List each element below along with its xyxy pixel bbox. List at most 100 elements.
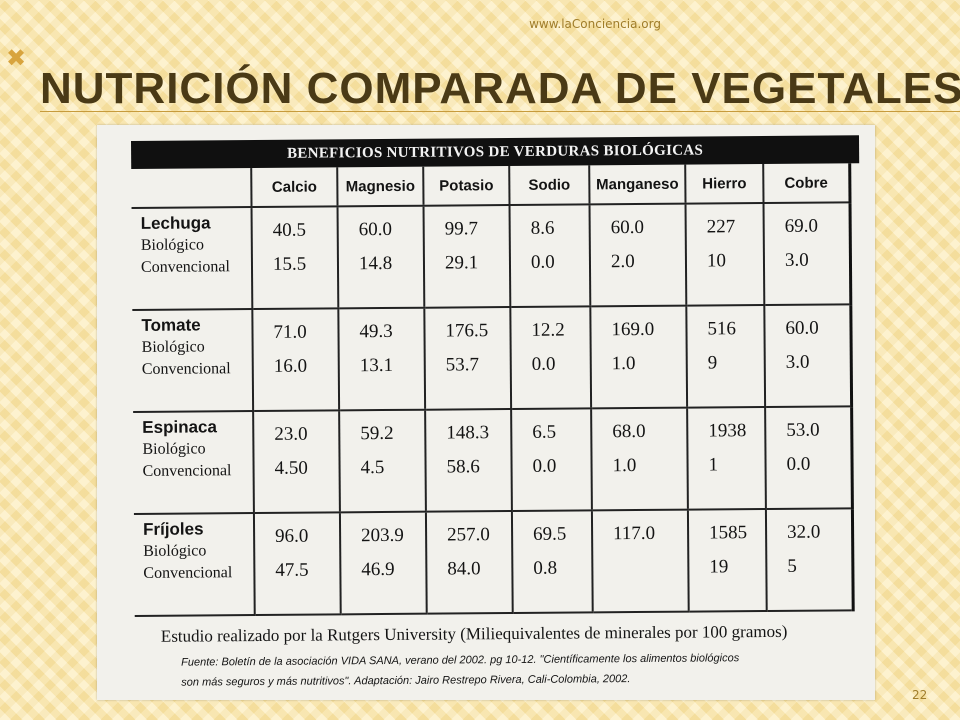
organic-value: 69.5 xyxy=(533,523,567,545)
site-url: www.laConciencia.org xyxy=(529,17,661,31)
vegetable-label: Espinaca Biológico Convencional xyxy=(133,411,254,514)
value-cell: 1585 19 xyxy=(687,509,767,612)
table-body: Lechuga Biológico Convencional 40.5 15.5 60.0… xyxy=(131,202,853,616)
conventional-value: 14.8 xyxy=(358,252,393,275)
conventional-value: 1.0 xyxy=(612,455,637,477)
page-number: 22 xyxy=(912,688,928,702)
organic-value: 203.9 xyxy=(361,524,404,547)
value-cell: 516 9 xyxy=(686,305,766,408)
organic-value: 257.0 xyxy=(447,524,490,546)
organic-value: 516 xyxy=(707,318,737,340)
organic-value: 96.0 xyxy=(275,525,309,547)
organic-value: 148.3 xyxy=(446,422,490,444)
nutrition-card: BENEFICIOS NUTRITIVOS DE VERDURAS BIOLÓG… xyxy=(131,135,863,693)
organic-value: 8.6 xyxy=(530,217,555,239)
organic-value: 32.0 xyxy=(787,521,821,543)
organic-value: 23.0 xyxy=(274,423,308,445)
vegetable-name: Espinaca xyxy=(142,417,217,437)
conventional-value: 13.1 xyxy=(359,354,394,377)
conventional-value: 46.9 xyxy=(361,558,395,581)
value-cell: 99.7 29.1 xyxy=(423,205,511,308)
organic-value: 99.7 xyxy=(444,218,479,240)
conventional-value: 0.0 xyxy=(530,251,555,273)
value-cell: 169.0 1.0 xyxy=(590,305,688,409)
table-row: Fríjoles Biológico Convencional 96.0 47.5 203… xyxy=(133,508,853,616)
column-header: Calcio xyxy=(251,167,338,208)
value-cell: 176.5 53.7 xyxy=(424,307,512,410)
conventional-value: 84.0 xyxy=(447,558,481,580)
value-cell: 23.0 4.50 xyxy=(253,410,340,514)
conventional-value: 0.0 xyxy=(786,453,811,475)
value-cell: 1938 1 xyxy=(687,407,766,510)
conventional-value: 15.5 xyxy=(272,253,307,275)
conventional-value: 10 xyxy=(706,250,727,272)
organic-value: 53.0 xyxy=(786,419,820,441)
table-photo: BENEFICIOS NUTRITIVOS DE VERDURAS BIOLÓG… xyxy=(97,125,875,700)
organic-value: 12.2 xyxy=(531,319,565,341)
value-cell: 227 10 xyxy=(685,203,765,306)
value-cell: 71.0 16.0 xyxy=(252,308,340,412)
conventional-label: Convencional xyxy=(142,462,232,480)
conventional-value: 4.50 xyxy=(274,457,308,479)
organic-value: 49.3 xyxy=(359,320,393,343)
conventional-label: Convencional xyxy=(140,258,230,276)
value-cell: 8.6 0.0 xyxy=(509,204,591,308)
value-cell: 59.2 4.5 xyxy=(339,409,426,513)
conventional-value: 19 xyxy=(709,556,729,578)
vegetable-name: Fríjoles xyxy=(142,519,204,539)
table-row: Tomate Biológico Convencional 71.0 16.0 49.3 1… xyxy=(132,304,852,412)
value-cell: 60.0 3.0 xyxy=(764,304,852,408)
organic-value: 40.5 xyxy=(272,219,307,241)
conventional-value: 58.6 xyxy=(446,456,480,478)
column-header: Hierro xyxy=(685,164,764,204)
conventional-value: 5 xyxy=(787,555,797,577)
value-cell: 60.0 14.8 xyxy=(337,205,425,309)
page-title: Nutrición comparada de vegetales xyxy=(40,64,960,113)
vegetable-label: Lechuga Biológico Convencional xyxy=(131,207,253,310)
column-header: Sodio xyxy=(509,165,590,206)
conventional-value: 1.0 xyxy=(611,353,636,375)
organic-value: 60.0 xyxy=(785,317,819,339)
nutrition-table: Calcio Magnesio Potasio Sodio Manganeso Hierr… xyxy=(131,163,854,617)
organic-value: 60.0 xyxy=(610,216,645,239)
source-line-2: son más seguros y más nutritivos". Adapt… xyxy=(181,673,631,689)
column-header: Potasio xyxy=(423,166,510,206)
vegetable-name: Tomate xyxy=(141,315,201,335)
vegetable-label: Tomate Biológico Convencional xyxy=(132,309,254,412)
value-cell: 69.5 0.8 xyxy=(511,510,593,614)
conventional-value: 4.5 xyxy=(360,457,385,479)
organic-label: Biológico xyxy=(141,338,205,356)
conventional-value: 53.7 xyxy=(445,354,480,376)
organic-label: Biológico xyxy=(143,542,207,560)
value-cell: 69.0 3.0 xyxy=(763,202,851,306)
organic-label: Biológico xyxy=(140,236,204,254)
organic-value: 227 xyxy=(706,216,736,238)
organic-value: 1938 xyxy=(708,420,747,442)
value-cell: 6.5 0.0 xyxy=(511,408,592,512)
title-underline xyxy=(40,111,960,112)
study-note: Estudio realizado por la Rutgers Univers… xyxy=(160,621,788,646)
conventional-value: 16.0 xyxy=(273,355,308,377)
organic-value: 60.0 xyxy=(358,218,393,241)
conventional-value: 1 xyxy=(708,454,719,476)
organic-value: 169.0 xyxy=(611,318,655,341)
vegetable-name: Lechuga xyxy=(140,213,211,233)
organic-value: 176.5 xyxy=(445,320,489,342)
source-citation: Fuente: Boletín de la asociación VIDA SA… xyxy=(181,647,863,692)
corner-cell xyxy=(131,168,252,208)
value-cell: 49.3 13.1 xyxy=(338,307,426,411)
column-header: Magnesio xyxy=(337,166,424,207)
organic-label: Biológico xyxy=(142,440,206,458)
conventional-value: 0.0 xyxy=(531,353,556,375)
organic-value: 6.5 xyxy=(532,421,557,443)
organic-value: 1585 xyxy=(709,522,748,544)
conventional-value: 0.0 xyxy=(532,455,557,477)
x-bullet-icon: ✖ xyxy=(6,44,27,72)
column-header: Cobre xyxy=(763,163,850,204)
value-cell: 53.0 0.0 xyxy=(765,406,852,510)
organic-value: 117.0 xyxy=(613,522,656,545)
organic-value: 71.0 xyxy=(273,321,307,343)
conventional-value: 47.5 xyxy=(275,559,309,581)
conventional-value: 3.0 xyxy=(784,249,809,271)
value-cell: 203.9 46.9 xyxy=(339,511,427,615)
